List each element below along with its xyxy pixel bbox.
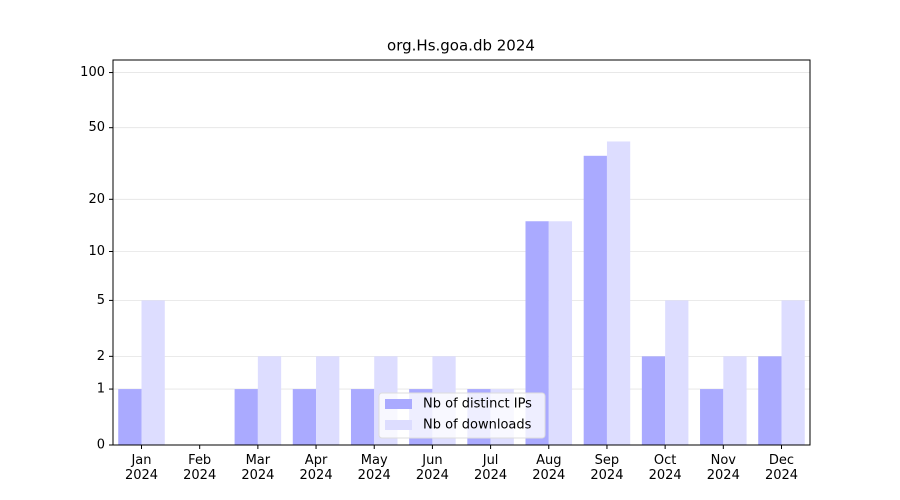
y-tick-label: 20 [88,192,105,207]
plot-frame [112,59,811,446]
y-tick-label: 5 [97,293,105,308]
bar [350,389,375,445]
x-tick-label: Aug 2024 [532,453,566,483]
y-tick-label: 50 [88,120,105,135]
bar [700,389,724,445]
legend-swatch [385,399,412,409]
x-tick-label: Oct 2024 [648,453,682,483]
bar [665,300,689,445]
bar [141,300,165,445]
x-tick-label: Jan 2024 [124,453,159,483]
y-tick-label: 1 [97,382,105,397]
bar [292,389,317,445]
bar [583,155,607,445]
bar [723,356,747,445]
bar [257,356,282,445]
bar [234,389,258,445]
bar [758,356,782,445]
bar [118,389,142,445]
legend-label: Nb of distinct IPs [423,397,532,412]
x-tick-label: May 2024 [357,453,391,483]
x-tick-label: Feb 2024 [183,453,217,483]
y-tick-label: 0 [97,438,105,453]
x-tick-label: Apr 2024 [299,453,333,483]
y-tick-label: 2 [97,349,105,364]
y-tick-label: 10 [88,244,105,259]
bar [641,356,666,445]
legend-swatch [385,420,412,430]
x-tick-label: Dec 2024 [764,453,799,483]
legend-label: Nb of downloads [423,418,532,433]
bar [606,141,631,445]
y-tick-label: 100 [80,65,105,80]
x-tick-label: Jun 2024 [415,453,449,483]
x-tick-label: Mar 2024 [241,453,275,483]
bar [548,221,573,445]
bar [316,356,340,445]
bar [781,300,805,445]
chart-title: org.Hs.goa.db 2024 [387,37,535,55]
x-tick-label: Nov 2024 [706,453,740,483]
legend-box [378,392,546,439]
x-tick-label: Jul 2024 [474,453,508,483]
x-tick-label: Sep 2024 [590,453,624,483]
bar [525,221,549,445]
